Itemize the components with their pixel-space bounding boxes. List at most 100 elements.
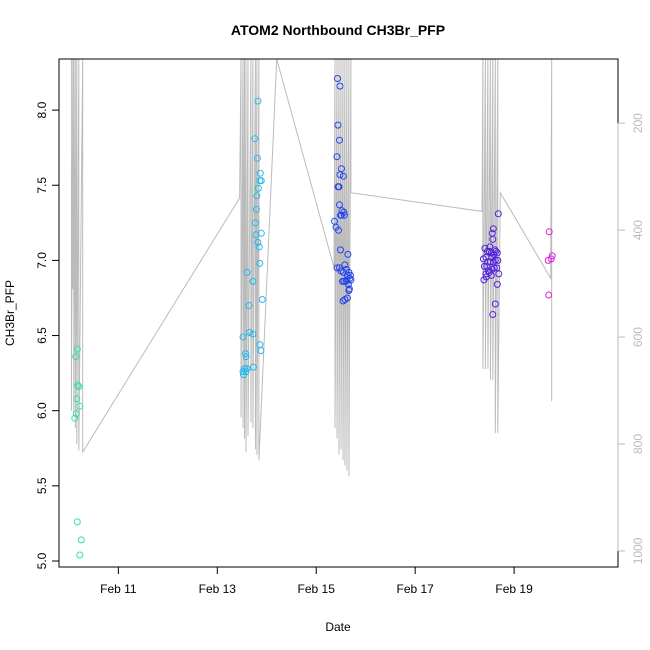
y-tick-label-6: 8.0: [35, 101, 49, 118]
data-point-s1-p1: [251, 135, 259, 143]
data-point-s2-p4: [333, 153, 341, 161]
data-point-s1-p11: [252, 231, 260, 239]
data-point-s3-p16: [491, 256, 499, 264]
data-point-s2-p41: [339, 297, 347, 305]
data-point-s0-p8: [73, 518, 81, 526]
data-point-s1-p31: [240, 371, 247, 379]
data-point-s0-p9: [77, 536, 85, 544]
y-tick-label-3: 6.5: [35, 327, 49, 344]
data-point-s3-p30: [487, 271, 495, 279]
data-point-s3-p3: [489, 235, 497, 243]
data-point-s1-p7: [253, 192, 261, 200]
axes: Feb 11 Feb 13 Feb 15 Feb 17 Feb 19 5.0 5.5 6.0 6…: [35, 58, 645, 596]
data-point-s3-p22: [483, 262, 491, 270]
data-point-s1-p5: [257, 177, 265, 185]
data-point-s1-p18: [245, 302, 253, 309]
data-point-s3-p33: [493, 280, 501, 288]
data-point-s1-p28: [249, 363, 257, 371]
data-point-s1-p20: [239, 333, 247, 341]
data-points: [71, 75, 556, 559]
x-axis-label: Date: [325, 620, 351, 634]
data-point-s1-p12: [254, 238, 262, 246]
data-point-s0-p3: [75, 383, 83, 391]
data-point-s0-p10: [76, 551, 84, 559]
data-point-s1-p13: [255, 243, 263, 251]
data-point-s0-p5: [76, 402, 84, 410]
data-point-s4-p0: [545, 228, 553, 236]
data-point-s0-p7: [71, 414, 79, 422]
y-tick-label-4: 7.0: [35, 252, 49, 269]
y2-tick-label-4: 1000: [631, 537, 645, 564]
data-point-s1-p8: [252, 205, 260, 213]
data-point-s1-p16: [249, 277, 257, 285]
data-point-s1-p25: [242, 353, 250, 361]
data-point-s4-p1: [548, 252, 556, 260]
data-point-s3-p2: [494, 210, 502, 218]
data-point-s2-p33: [342, 277, 350, 285]
data-point-s1-p2: [253, 154, 261, 162]
data-point-s2-p3: [336, 136, 343, 144]
data-point-s1-p23: [257, 347, 265, 355]
data-point-s1-p17: [258, 296, 266, 303]
data-point-s1-p0: [254, 97, 262, 105]
data-point-s0-p4: [73, 395, 81, 403]
data-point-s2-p19: [344, 250, 352, 258]
x-tick-label-2: Feb 15: [298, 582, 336, 596]
y-tick-label-1: 5.5: [35, 477, 49, 494]
data-point-s3-p32: [480, 276, 488, 284]
data-point-s3-p34: [491, 300, 499, 308]
data-point-s3-p19: [486, 258, 494, 266]
data-point-s3-p0: [489, 225, 497, 233]
y-tick-label-5: 7.5: [35, 177, 49, 194]
data-point-s1-p29: [239, 368, 247, 376]
data-point-s2-p7: [339, 172, 347, 180]
data-point-s3-p27: [495, 270, 503, 278]
data-point-s4-p4: [545, 291, 553, 299]
data-point-s3-p35: [489, 311, 497, 318]
x-tick-label-3: Feb 17: [396, 582, 434, 596]
secondary-series: [70, 59, 553, 477]
data-point-s2-p9: [335, 183, 343, 191]
data-point-s1-p15: [243, 268, 251, 276]
data-point-s1-p19: [246, 329, 253, 336]
data-point-s2-p0: [334, 75, 341, 82]
data-point-s1-p21: [249, 330, 257, 338]
data-point-s4-p3: [544, 256, 552, 264]
data-point-s2-p36: [339, 277, 346, 285]
data-point-s0-p1: [72, 353, 80, 361]
data-point-s1-p24: [242, 350, 249, 358]
data-point-s1-p14: [256, 259, 264, 267]
data-point-s2-p20: [337, 246, 344, 254]
data-point-s2-p38: [345, 287, 353, 294]
x-tick-label-4: Feb 19: [495, 582, 533, 596]
data-point-s0-p0: [73, 345, 81, 353]
y2-tick-label-1: 400: [631, 220, 645, 240]
data-point-s2-p34: [347, 276, 355, 284]
data-point-s2-p2: [334, 121, 342, 129]
x-tick-label-1: Feb 13: [199, 582, 237, 596]
chart-title: ATOM2 Northbound CH3Br_PFP: [231, 22, 445, 38]
secondary-line: [70, 59, 553, 477]
y2-tick-label-0: 200: [631, 113, 645, 133]
data-point-s2-p18: [335, 226, 342, 234]
x-tick-label-0: Feb 11: [100, 582, 137, 596]
data-point-s3-p23: [490, 264, 498, 272]
data-point-s3-p24: [493, 264, 501, 272]
data-point-s0-p6: [72, 410, 80, 418]
data-point-s2-p10: [336, 201, 343, 209]
y-tick-label-0: 5.0: [35, 552, 49, 569]
data-point-s2-p6: [336, 171, 344, 179]
y2-tick-label-3: 800: [631, 434, 645, 454]
data-point-s2-p30: [346, 271, 354, 279]
y-tick-label-2: 6.0: [35, 402, 49, 419]
data-point-s0-p2: [74, 381, 82, 389]
data-point-s1-p3: [256, 169, 264, 177]
data-point-s3-p17: [494, 256, 502, 264]
y-axis-label: CH3Br_PFP: [3, 280, 17, 346]
data-point-s3-p18: [484, 258, 492, 266]
data-point-s3-p21: [480, 262, 488, 270]
data-point-s2-p1: [336, 82, 344, 90]
data-point-s2-p40: [341, 296, 349, 303]
